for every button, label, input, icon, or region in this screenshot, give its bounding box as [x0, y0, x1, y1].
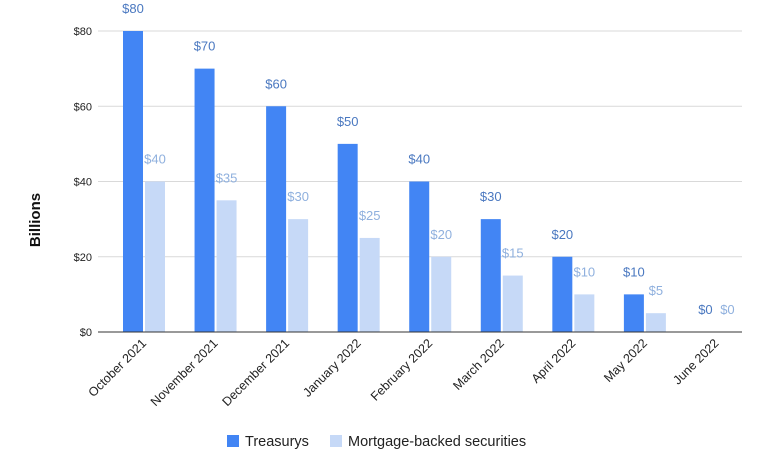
data-label-treasurys: $70	[194, 39, 216, 54]
x-tick-label: April 2022	[529, 336, 579, 386]
bar-treasurys	[194, 68, 215, 332]
data-label-treasurys: $10	[623, 264, 645, 279]
bar-mortgage-backed	[431, 256, 452, 332]
bar-mortgage-backed	[502, 275, 523, 332]
bar-treasurys	[123, 31, 143, 332]
data-label-mortgage-backed: $20	[430, 227, 452, 242]
x-tick-label: October 2021	[86, 336, 149, 399]
bars	[123, 31, 666, 332]
legend-swatch	[227, 435, 239, 447]
data-label-treasurys: $80	[122, 1, 144, 16]
y-axis-ticks: $0 $20 $40 $60 $80	[74, 26, 92, 339]
bar-treasurys	[409, 181, 430, 332]
bar-mortgage-backed	[359, 237, 380, 332]
bar-mortgage-backed	[288, 219, 309, 332]
data-labels: $80 $40 $70 $35 $60 $30 $50 $25 $40 $20 $30 $15 $20 $…	[122, 1, 735, 317]
y-tick-label: $60	[74, 101, 92, 113]
bar-treasurys	[623, 294, 644, 332]
bar-mortgage-backed	[216, 200, 237, 332]
data-label-treasurys: $20	[551, 227, 573, 242]
x-tick-label: February 2022	[368, 336, 435, 403]
bar-treasurys	[337, 143, 358, 332]
bar-treasurys	[480, 219, 501, 332]
legend: Treasurys Mortgage-backed securities	[227, 434, 526, 450]
x-tick-label: January 2022	[300, 336, 363, 399]
y-tick-label: $20	[74, 252, 92, 264]
data-label-mortgage-backed: $30	[287, 189, 309, 204]
bar-mortgage-backed	[574, 294, 595, 332]
x-tick-label: December 2021	[219, 336, 292, 409]
data-label-treasurys: $30	[480, 189, 502, 204]
bar-mortgage-backed	[645, 313, 666, 332]
data-label-treasurys: $40	[408, 152, 430, 167]
y-tick-label: $80	[74, 26, 92, 38]
data-label-treasurys: $50	[337, 114, 359, 129]
legend-label: Treasurys	[245, 434, 309, 450]
data-label-mortgage-backed: $0	[720, 302, 734, 317]
data-label-mortgage-backed: $10	[573, 264, 595, 279]
x-tick-label: November 2021	[148, 336, 221, 409]
bar-treasurys	[266, 106, 287, 332]
x-tick-label: June 2022	[670, 336, 721, 387]
legend-swatch	[330, 435, 342, 447]
data-label-mortgage-backed: $40	[144, 152, 166, 167]
x-tick-label: May 2022	[601, 336, 650, 385]
bar-mortgage-backed	[145, 181, 165, 332]
y-tick-label: $0	[80, 327, 92, 339]
legend-label: Mortgage-backed securities	[348, 434, 526, 450]
data-label-mortgage-backed: $35	[216, 170, 238, 185]
data-label-mortgage-backed: $5	[649, 283, 663, 298]
data-label-treasurys: $0	[698, 302, 712, 317]
data-label-mortgage-backed: $15	[502, 246, 524, 261]
data-label-treasurys: $60	[265, 76, 287, 91]
bar-treasurys	[552, 256, 573, 332]
x-tick-label: March 2022	[450, 336, 507, 393]
y-tick-label: $40	[74, 177, 92, 189]
y-axis-title: Billions	[27, 193, 44, 247]
data-label-mortgage-backed: $25	[359, 208, 381, 223]
